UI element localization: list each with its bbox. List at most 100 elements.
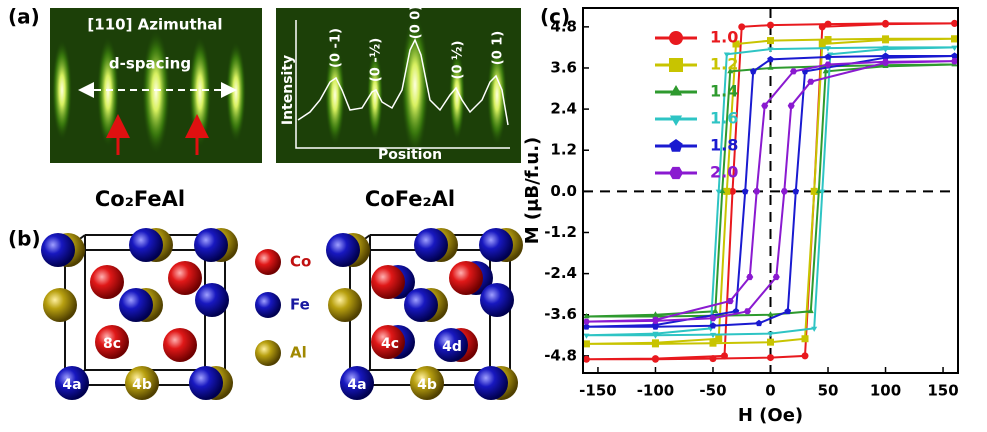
marker [819, 40, 826, 47]
marker [652, 356, 659, 363]
atom [404, 288, 438, 322]
marker [709, 340, 716, 347]
site-label: 4b [417, 377, 437, 393]
y-tick-label: 2.4 [550, 100, 577, 118]
marker [819, 23, 826, 30]
rheed-azimuth: [110] Azimuthal [87, 16, 222, 34]
marker [802, 335, 809, 342]
atom-legend: Al [290, 344, 307, 362]
legend-label: 1.4 [710, 82, 738, 101]
x-tick-label: -150 [579, 382, 617, 400]
marker [767, 37, 774, 44]
y-tick-label: 3.6 [550, 58, 577, 76]
marker [721, 352, 728, 359]
marker [767, 339, 774, 346]
atom [255, 292, 281, 318]
atom [449, 261, 483, 295]
atom [194, 228, 228, 262]
rheed-profile [276, 8, 521, 163]
legend-label: 1.8 [710, 136, 738, 155]
crystal-structures [41, 228, 523, 400]
marker [767, 22, 774, 29]
marker [669, 58, 683, 72]
marker [669, 167, 683, 179]
y-axis-title: M (μB/f.u.) [522, 137, 543, 245]
atom [479, 228, 513, 262]
y-tick-label: -4.8 [544, 346, 577, 364]
atom [129, 228, 163, 262]
atom [474, 366, 508, 400]
marker [811, 188, 818, 195]
atom-legend: Fe [290, 296, 310, 314]
atom [189, 366, 223, 400]
structure-title: CoFe₂Al [365, 187, 455, 211]
atom-legend: Co [290, 253, 311, 271]
legend-label: 2.0 [710, 163, 738, 182]
x-tick-label: -100 [637, 382, 675, 400]
atom [255, 340, 281, 366]
x-tick-label: 100 [870, 382, 901, 400]
marker [784, 308, 791, 314]
panel-label: (b) [8, 227, 41, 251]
marker [583, 319, 590, 325]
atom [326, 233, 360, 267]
site-label: 4b [132, 377, 152, 393]
marker [753, 188, 760, 194]
marker [781, 188, 788, 194]
hysteresis-chart: -4.8 -3.6 -2.4 -1.2 0.0 1.2 2.4 3.6 4.8 -150 -100 -… [522, 8, 959, 426]
atom [371, 265, 405, 299]
y-tick-label: -3.6 [544, 305, 577, 323]
marker [670, 116, 682, 127]
marker [767, 56, 774, 62]
peak-label: (0 ½) [451, 41, 466, 80]
marker [756, 320, 763, 326]
marker [802, 352, 809, 359]
atom [328, 288, 362, 322]
peak-label: (0 1) [491, 31, 506, 66]
marker [951, 58, 958, 64]
marker [951, 53, 958, 59]
marker [723, 188, 730, 195]
marker [583, 356, 590, 363]
atom [43, 288, 77, 322]
marker [738, 23, 745, 30]
marker [882, 21, 889, 28]
atom [168, 261, 202, 295]
figure: (a) (b) (c) [110] Azimuthal d-spacing In… [0, 0, 987, 432]
site-label: 8c [103, 336, 121, 352]
atom [255, 249, 281, 275]
atom [195, 283, 229, 317]
marker [793, 188, 800, 194]
x-tick-label: 50 [818, 382, 839, 400]
marker [742, 188, 749, 194]
marker [951, 35, 958, 42]
marker [951, 20, 958, 27]
x-tick-label: 150 [927, 382, 958, 400]
legend-label: 1.2 [710, 55, 738, 74]
site-label: 4d [442, 339, 462, 355]
marker [652, 340, 659, 347]
y-tick-label: 4.8 [550, 17, 577, 35]
site-label: 4a [347, 377, 366, 393]
site-label: 4c [381, 336, 399, 352]
y-tick-label: -2.4 [544, 264, 577, 282]
y-tick-label: -1.2 [544, 223, 577, 241]
x-tick-label: -50 [699, 382, 726, 400]
atom [163, 328, 197, 362]
legend-label: 1.6 [710, 109, 738, 128]
atom [90, 265, 124, 299]
y-tick-label: 1.2 [550, 141, 577, 159]
marker [669, 31, 683, 45]
marker [709, 355, 716, 362]
atom [480, 283, 514, 317]
marker [670, 85, 682, 96]
marker [583, 340, 590, 347]
legend-label: 1.0 [710, 28, 738, 47]
y-tick-label: 0.0 [550, 182, 577, 200]
panel-label: (a) [8, 5, 40, 29]
marker [669, 139, 682, 152]
peak-label: (0 0) [409, 5, 424, 40]
peak-label: (0 -½) [369, 38, 384, 82]
marker [882, 36, 889, 43]
structure-title: Co₂FeAl [95, 187, 185, 211]
